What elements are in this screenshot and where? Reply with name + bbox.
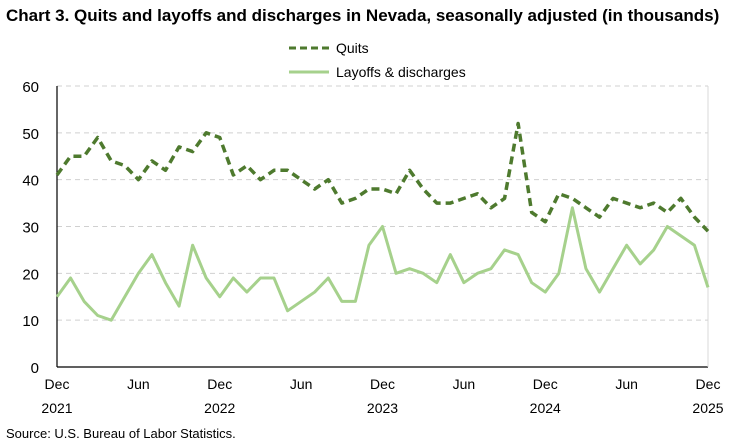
y-tick-label: 60 (22, 79, 39, 96)
y-tick-label: 0 (31, 360, 39, 377)
y-tick-label: 50 (22, 126, 39, 143)
x-tick-month: Dec (207, 376, 232, 392)
x-tick-month: Dec (45, 376, 70, 392)
x-tick-month: Dec (370, 376, 395, 392)
series-line-layoffs (55, 206, 710, 322)
x-tick-year: 2025 (692, 400, 723, 416)
y-tick-label: 10 (22, 313, 39, 330)
source-note: Source: U.S. Bureau of Labor Statistics. (6, 426, 236, 441)
chart-title: Chart 3. Quits and layoffs and discharge… (6, 6, 720, 25)
series-line-quits (55, 121, 710, 233)
x-tick-year: 2021 (41, 400, 72, 416)
y-tick-label: 30 (22, 220, 39, 237)
legend-label: Layoffs & discharges (336, 64, 466, 80)
x-tick-month: Jun (615, 376, 638, 392)
legend-label: Quits (336, 40, 369, 56)
x-tick-month: Dec (696, 376, 721, 392)
x-tick-month: Jun (127, 376, 150, 392)
x-tick-year: 2023 (367, 400, 398, 416)
x-tick-year: 2022 (204, 400, 235, 416)
x-tick-month: Dec (533, 376, 558, 392)
y-tick-label: 20 (22, 266, 39, 283)
x-tick-month: Jun (290, 376, 313, 392)
y-tick-label: 40 (22, 173, 39, 190)
x-tick-month: Jun (453, 376, 476, 392)
x-tick-year: 2024 (530, 400, 561, 416)
